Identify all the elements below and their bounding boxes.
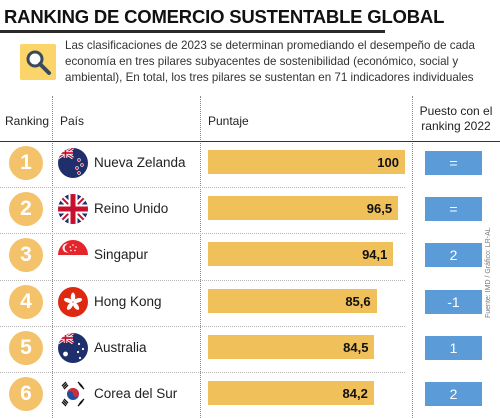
- score-label: 84,2: [342, 386, 368, 401]
- score-bar: [208, 196, 399, 221]
- rank-number: 4: [9, 284, 43, 319]
- rank-change-badge: =: [425, 151, 482, 175]
- score-label: 84,5: [343, 339, 369, 355]
- south-korea-flag-icon: [58, 379, 88, 409]
- score-bar: [208, 288, 377, 313]
- table-row: 2 Reino Unido 96,5 =: [0, 187, 500, 233]
- header-ranking: Ranking: [5, 114, 50, 128]
- column-divider: [412, 96, 413, 418]
- page-title: RANKING DE COMERCIO SUSTENTABLE GLOBAL: [4, 6, 445, 27]
- country-name: Singapur: [94, 247, 149, 263]
- column-divider: [52, 96, 53, 418]
- header-puesto-2022: Puesto con el ranking 2022: [419, 104, 493, 133]
- score-bar: [208, 150, 405, 174]
- rank-number: 1: [9, 146, 43, 180]
- table-row: 4 Hong Kong 85,6 -1: [0, 280, 500, 326]
- country-name: Reino Unido: [94, 201, 169, 217]
- rank-change-badge: 1: [425, 335, 482, 360]
- table-row: 1 Nueva Zelanda 100 =: [0, 141, 500, 187]
- rank-number: 3: [9, 238, 43, 273]
- header-rule: [0, 141, 500, 142]
- title-divider: [0, 30, 385, 33]
- score-bar: [208, 242, 394, 267]
- country-name: Hong Kong: [94, 293, 162, 309]
- country-name: Corea del Sur: [94, 386, 178, 401]
- country-name: Nueva Zelanda: [94, 155, 186, 170]
- rank-number: 2: [9, 192, 43, 227]
- hong-kong-flag-icon: [58, 286, 88, 317]
- header-pais: País: [60, 114, 85, 128]
- rank-change-badge: =: [425, 197, 482, 222]
- rank-number: 5: [9, 330, 43, 365]
- rank-number: 6: [9, 377, 43, 411]
- row-separator: [0, 187, 405, 189]
- rank-change-badge: 2: [425, 382, 482, 406]
- score-label: 94,1: [362, 247, 388, 263]
- source-credit: Fuente: IMD / Gráfico: LR-AL: [485, 227, 492, 318]
- table-row: 6 Corea del Sur 84,2 2: [0, 372, 500, 418]
- score-label: 96,5: [366, 201, 393, 217]
- score-label: 85,6: [345, 293, 371, 309]
- row-separator: [0, 372, 405, 373]
- magnifier-icon: [20, 44, 56, 80]
- singapore-flag-icon: [58, 240, 88, 271]
- score-bar: [208, 334, 375, 359]
- score-label: 100: [377, 155, 399, 170]
- table-row: 3 Singapur 94,1 2: [0, 233, 500, 279]
- column-divider: [200, 96, 201, 418]
- row-separator: [0, 233, 405, 235]
- australia-flag-icon: [58, 332, 88, 363]
- intro-text: Las clasificaciones de 2023 se determina…: [65, 39, 475, 84]
- united-kingdom-flag-icon: [58, 194, 88, 225]
- row-separator: [0, 325, 405, 327]
- country-name: Australia: [94, 339, 147, 355]
- table-row: 5 Australia 84,5 1: [0, 326, 500, 372]
- score-bar: [208, 381, 374, 405]
- rank-change-badge: -1: [425, 289, 482, 314]
- rank-change-badge: 2: [425, 243, 482, 268]
- row-separator: [0, 279, 405, 281]
- new-zealand-flag-icon: [58, 148, 88, 178]
- header-puntaje: Puntaje: [208, 114, 249, 128]
